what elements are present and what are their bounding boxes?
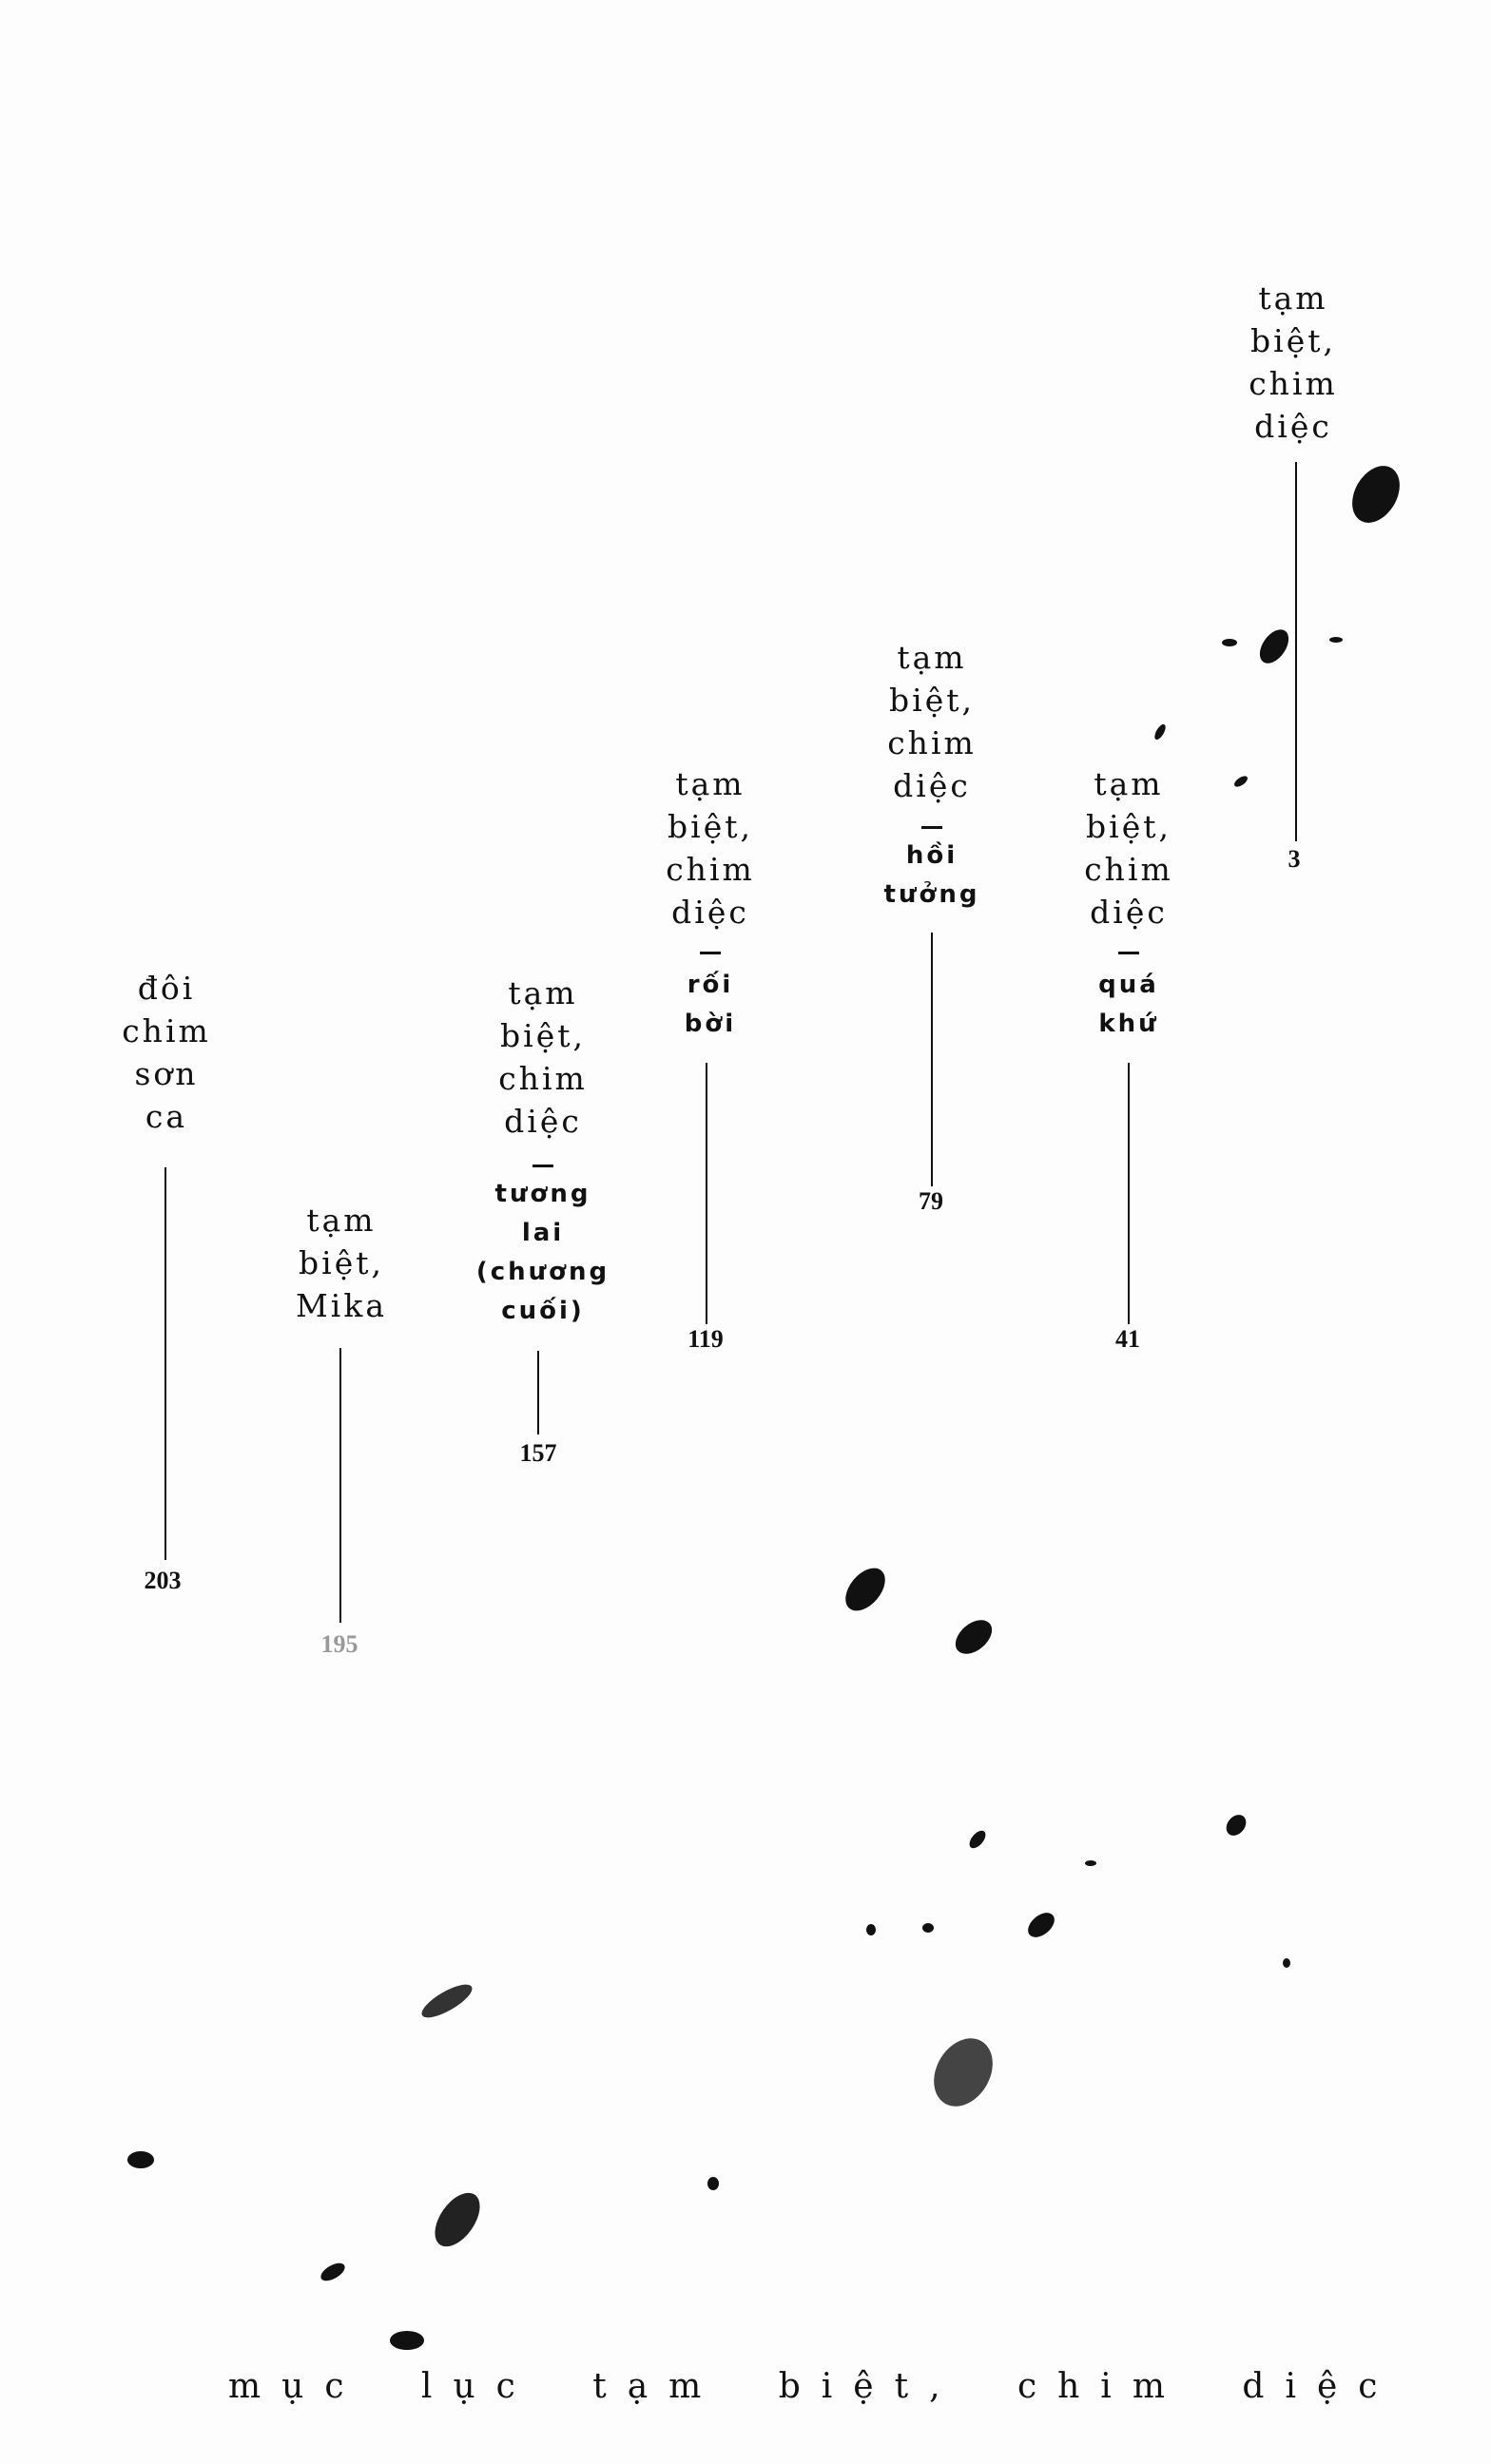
title-line: chim [1084,851,1173,888]
title-line: biệt, [668,808,753,845]
title-line: chim [666,851,755,888]
entry-subtitle: quá khứ [986,966,1271,1044]
page-number: 41 [1115,1325,1140,1353]
em-dash [532,1165,553,1167]
subtitle-line: quá [1098,971,1159,999]
page-number: 3 [1288,845,1301,873]
page-number: 119 [687,1325,724,1353]
title-line: biệt, [299,1244,384,1281]
entry-title: tạm biệt, chim diệc [400,972,686,1143]
leader-line [706,1063,707,1324]
title-line: biệt, [500,1017,586,1054]
page-number: 157 [519,1439,557,1467]
title-line: biệt, [1250,322,1336,359]
title-line: tạm [675,765,746,802]
title-line: sơn [134,1055,199,1092]
entry-title: tạm biệt, chim diệc [986,762,1271,934]
subtitle-line: cuối) [501,1297,585,1325]
title-line: biệt, [1086,808,1172,845]
subtitle-line: tương [494,1180,591,1208]
page-number: 79 [919,1187,943,1215]
title-line: tạm [508,974,578,1011]
title-line: đôi [137,970,196,1007]
title-line: tạm [1094,765,1164,802]
subtitle-line: hồi [905,841,958,870]
subtitle-line: rối [687,971,734,999]
title-line: ca [145,1098,188,1135]
title-line: biệt, [889,682,975,719]
entry-subtitle: rối bời [568,966,853,1044]
title-line: tạm [897,639,967,676]
leader-line [165,1167,166,1560]
subtitle-line: tưởng [883,880,980,909]
entry-subtitle: hồi tưởng [789,837,1075,914]
entry-title: tạm biệt, Mika [199,1199,484,1327]
subtitle-line: lai [521,1219,565,1247]
title-line: diệc [1254,408,1332,445]
title-line: diệc [504,1103,582,1140]
title-line: chim [122,1012,211,1049]
em-dash [921,826,942,829]
title-line: Mika [295,1287,387,1324]
title-line: chim [498,1060,588,1097]
leader-line [339,1348,341,1623]
leader-line [1128,1063,1130,1324]
subtitle-line: (chương [475,1258,610,1286]
em-dash [1118,952,1139,954]
subtitle-line: khứ [1098,1010,1159,1038]
entry-title: đôi chim sơn ca [24,967,309,1138]
page-number: 203 [144,1567,182,1594]
title-line: tạm [1258,279,1328,317]
entry-subtitle: tương lai (chương cuối) [400,1175,686,1331]
title-line: tạm [306,1202,377,1239]
subtitle-line: bời [684,1010,737,1038]
leader-line [931,933,933,1186]
title-line: chim [1249,365,1338,402]
title-line: chim [887,724,977,761]
em-dash [700,952,721,954]
title-line: diệc [1090,894,1168,931]
entry-title: tạm biệt, chim diệc [789,636,1075,807]
title-line: diệc [893,767,971,804]
entry-title: tạm biệt, chim diệc [1151,277,1436,448]
leader-line [1295,462,1297,841]
leader-line [537,1351,539,1434]
entry-title: tạm biệt, chim diệc [568,762,853,934]
page-number: 195 [320,1630,358,1658]
title-line: diệc [671,894,749,931]
toc-heading: mục lục tạm biệt, chim diệc [228,2367,1399,2406]
